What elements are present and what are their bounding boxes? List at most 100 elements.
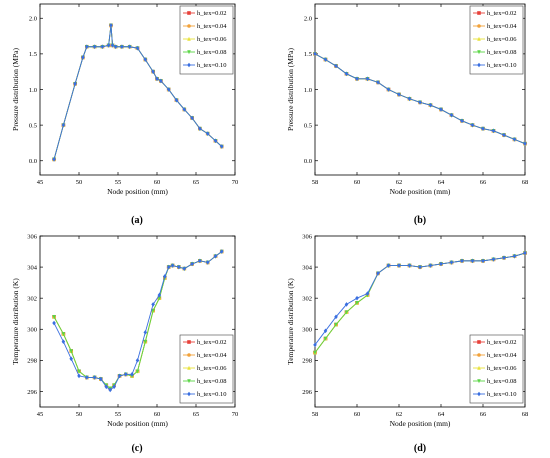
data-point	[99, 376, 103, 382]
y-tick-label: 300	[27, 327, 37, 334]
data-point	[512, 137, 517, 142]
data-point	[177, 264, 181, 270]
y-tick-label: 1.5	[29, 51, 37, 58]
y-tick-label: 306	[302, 233, 313, 240]
data-point	[92, 44, 97, 50]
legend-entry: h_tex=0.08	[487, 49, 516, 56]
data-point	[81, 55, 85, 60]
data-point	[77, 369, 81, 374]
data-point	[190, 261, 194, 267]
data-point	[386, 87, 391, 92]
y-tick-label: 0.0	[29, 158, 37, 165]
x-tick-label: 50	[76, 179, 83, 186]
legend-entry: h_tex=0.06	[487, 365, 517, 372]
series-5	[313, 250, 527, 348]
data-point	[166, 87, 171, 92]
data-point	[376, 271, 380, 276]
data-point	[470, 122, 475, 128]
data-point	[135, 45, 140, 51]
data-point	[397, 92, 401, 97]
series-5	[313, 51, 527, 146]
y-axis-label: Temperature distribution (K)	[11, 278, 20, 365]
y-axis-label: Pressure distribution (MPa)	[286, 48, 295, 131]
data-point	[108, 387, 112, 393]
data-point	[365, 291, 370, 296]
data-point	[523, 250, 527, 256]
data-point	[163, 274, 167, 279]
data-point	[470, 258, 475, 264]
legend-marker	[477, 391, 481, 397]
y-tick-label: 302	[302, 295, 312, 302]
y-tick-label: 298	[27, 358, 37, 365]
data-point	[502, 255, 506, 261]
legend-marker	[187, 11, 191, 15]
x-tick-label: 55	[115, 411, 122, 418]
data-point	[428, 102, 433, 108]
data-point	[120, 44, 124, 50]
legend-marker	[187, 379, 191, 384]
data-point	[170, 263, 175, 268]
panel-3: 45 50 55 60 65 70 296 298 300 302 304 306 Node posit…	[11, 233, 238, 454]
data-point	[323, 336, 328, 341]
data-point	[124, 372, 128, 377]
data-point	[481, 258, 485, 264]
data-point	[460, 118, 464, 124]
x-tick-label: 66	[480, 411, 487, 418]
legend-entry: h_tex=0.04	[197, 23, 227, 30]
panel-label: (c)	[131, 443, 142, 454]
y-tick-label: 296	[302, 389, 313, 396]
data-point	[334, 322, 338, 327]
data-point	[109, 23, 113, 28]
data-point	[512, 253, 517, 259]
x-tick-label: 60	[354, 411, 361, 418]
legend-marker	[187, 24, 191, 28]
series-5	[52, 23, 224, 162]
data-point	[323, 328, 328, 334]
data-point	[174, 97, 179, 103]
x-tick-label: 70	[232, 411, 239, 418]
x-axis-label: Node position (mm)	[107, 187, 168, 196]
y-tick-label: 304	[27, 264, 38, 271]
data-point	[52, 157, 56, 162]
data-point	[344, 310, 349, 315]
data-point	[313, 342, 317, 348]
x-tick-label: 68	[522, 411, 529, 418]
data-point	[106, 43, 111, 48]
data-point	[481, 126, 485, 131]
legend-marker	[477, 340, 481, 344]
legend-marker	[477, 62, 481, 68]
legend-entry: h_tex=0.10	[197, 62, 226, 69]
data-point	[85, 44, 89, 50]
data-point	[439, 261, 443, 267]
x-tick-label: 62	[396, 179, 403, 186]
y-tick-label: 1.0	[29, 87, 37, 94]
x-tick-label: 70	[232, 179, 239, 186]
y-tick-label: 2.0	[304, 16, 312, 23]
x-tick-label: 58	[312, 179, 319, 186]
data-point	[151, 302, 155, 307]
y-tick-label: 0.5	[304, 122, 312, 129]
legend-entry: h_tex=0.02	[487, 10, 516, 17]
data-point	[135, 369, 140, 374]
data-point	[344, 302, 349, 307]
legend-entry: h_tex=0.02	[197, 10, 226, 17]
data-point	[428, 263, 433, 268]
data-point	[313, 51, 317, 57]
y-tick-label: 298	[302, 358, 312, 365]
data-point	[344, 71, 349, 77]
panel-4: 58 60 62 64 66 68 296 298 300 302 304 306 Node posit…	[286, 233, 528, 454]
data-point	[355, 301, 359, 306]
data-point	[386, 263, 391, 268]
legend-marker	[477, 353, 481, 357]
data-point	[135, 358, 140, 363]
data-point	[205, 131, 210, 136]
data-point	[491, 257, 496, 262]
data-point	[449, 260, 454, 265]
data-point	[61, 339, 66, 345]
panel-label: (d)	[414, 443, 426, 454]
data-point	[52, 315, 56, 320]
data-point	[61, 122, 66, 128]
data-point	[198, 126, 202, 131]
data-point	[117, 373, 122, 379]
